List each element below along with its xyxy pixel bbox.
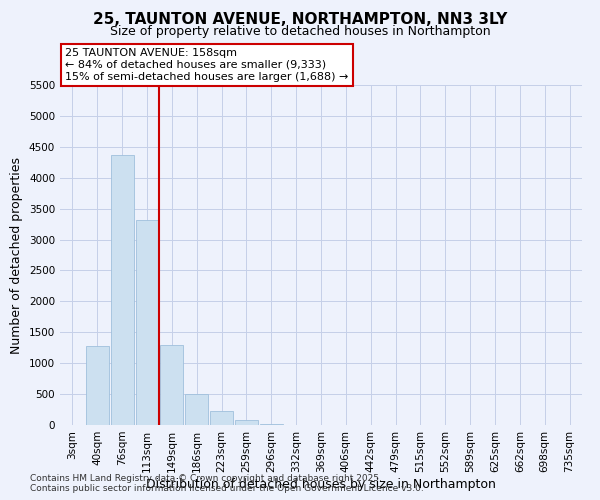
Text: Size of property relative to detached houses in Northampton: Size of property relative to detached ho… [110,25,490,38]
Bar [185,394,208,425]
Y-axis label: Number of detached properties: Number of detached properties [10,156,23,354]
Text: Contains HM Land Registry data © Crown copyright and database right 2025.: Contains HM Land Registry data © Crown c… [30,474,382,483]
X-axis label: Distribution of detached houses by size in Northampton: Distribution of detached houses by size … [146,478,496,490]
Bar [235,420,258,425]
Text: 25, TAUNTON AVENUE, NORTHAMPTON, NN3 3LY: 25, TAUNTON AVENUE, NORTHAMPTON, NN3 3LY [93,12,507,28]
Bar [86,346,109,425]
Bar [210,411,233,425]
Text: Contains public sector information licensed under the Open Government Licence v3: Contains public sector information licen… [30,484,424,493]
Bar [260,424,283,425]
Bar [136,220,158,425]
Bar [160,346,183,425]
Bar [111,155,134,425]
Text: 25 TAUNTON AVENUE: 158sqm
← 84% of detached houses are smaller (9,333)
15% of se: 25 TAUNTON AVENUE: 158sqm ← 84% of detac… [65,48,349,82]
